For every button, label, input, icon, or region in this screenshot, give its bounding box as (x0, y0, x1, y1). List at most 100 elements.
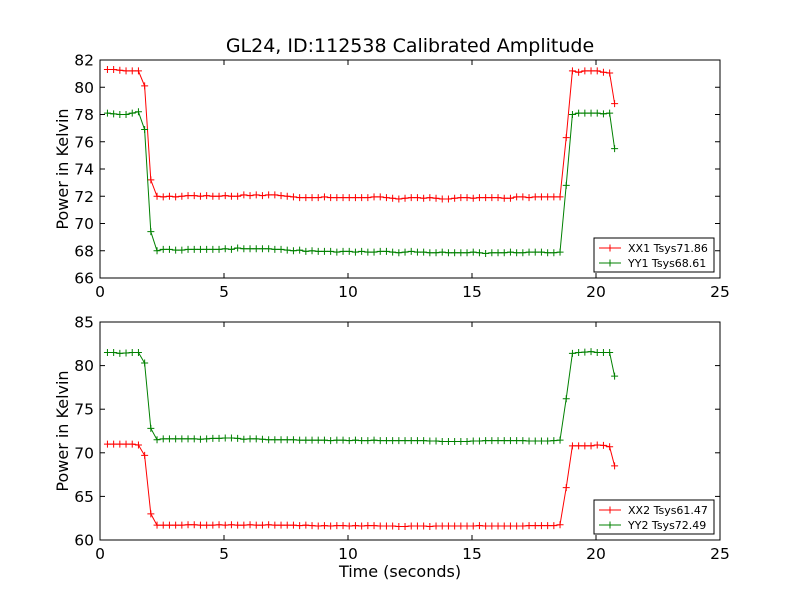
data-point (283, 521, 291, 529)
data-point (537, 193, 545, 201)
data-point (544, 249, 552, 257)
data-point (426, 249, 434, 257)
data-point (370, 522, 378, 530)
data-point (258, 435, 266, 443)
data-point (246, 521, 254, 529)
data-point (395, 522, 403, 530)
data-point (296, 194, 304, 202)
data-point (302, 247, 310, 255)
data-point (141, 451, 149, 459)
data-point (165, 435, 173, 443)
legend-entry: YY1 Tsys68.61 (627, 257, 706, 270)
data-point (351, 436, 359, 444)
data-point (575, 109, 583, 117)
data-point (345, 247, 353, 255)
data-point (240, 191, 248, 199)
data-point (525, 437, 533, 445)
data-point (184, 245, 192, 253)
data-point (469, 437, 477, 445)
data-point (103, 349, 111, 357)
data-point (265, 191, 273, 199)
data-point (413, 248, 421, 256)
data-point (494, 194, 502, 202)
data-point (252, 245, 260, 253)
data-point (178, 521, 186, 529)
data-point (475, 437, 483, 445)
data-point (432, 437, 440, 445)
data-point (370, 193, 378, 201)
data-point (606, 69, 614, 77)
data-point (550, 249, 558, 257)
data-point (611, 145, 619, 153)
data-point (438, 248, 446, 256)
data-point (457, 437, 465, 445)
data-point (401, 248, 409, 256)
data-point (159, 521, 167, 529)
data-point (513, 193, 521, 201)
data-point (568, 111, 576, 118)
data-point (147, 176, 155, 184)
data-point (314, 436, 322, 444)
data-point (215, 245, 223, 253)
data-point (457, 249, 465, 257)
y-tick-label: 60 (74, 532, 94, 550)
data-point (277, 192, 285, 200)
data-point (506, 522, 514, 530)
data-point (432, 249, 440, 257)
data-point (382, 194, 390, 202)
data-point (562, 395, 570, 403)
data-point (258, 192, 266, 200)
data-point (593, 67, 601, 75)
data-point (308, 436, 316, 444)
data-point (426, 522, 434, 530)
data-point (438, 195, 446, 203)
data-point (550, 193, 558, 201)
data-point (172, 521, 180, 529)
x-tick-label: 25 (710, 545, 730, 563)
data-point (500, 522, 508, 530)
data-point (271, 245, 279, 253)
data-point (451, 194, 459, 202)
data-point (575, 442, 583, 450)
y-tick-label: 76 (74, 133, 94, 151)
data-point (593, 109, 601, 117)
legend-entry: XX1 Tsys71.86 (628, 242, 708, 255)
data-point (525, 248, 533, 256)
data-point (413, 437, 421, 445)
data-point (401, 194, 409, 202)
data-point (351, 248, 359, 256)
data-point (525, 194, 533, 202)
data-point (432, 194, 440, 202)
data-point (296, 246, 304, 254)
data-point (463, 249, 471, 257)
data-point (370, 248, 378, 256)
data-point (221, 245, 229, 253)
data-point (172, 193, 180, 201)
data-point (581, 442, 589, 450)
data-point (221, 192, 229, 200)
data-point (513, 522, 521, 530)
data-point (215, 192, 223, 200)
legend-marker (606, 506, 614, 514)
data-point (475, 194, 483, 202)
data-point (401, 522, 409, 530)
data-point (209, 434, 217, 442)
data-point (184, 192, 192, 200)
data-point (606, 443, 614, 451)
data-point (240, 521, 248, 529)
data-point (178, 246, 186, 254)
data-point (265, 245, 273, 253)
y-tick-label: 75 (74, 401, 94, 419)
y-tick-label: 66 (74, 270, 94, 288)
data-point (469, 194, 477, 202)
y-tick-label: 80 (74, 79, 94, 97)
data-point (438, 522, 446, 530)
data-point (537, 522, 545, 530)
data-point (339, 194, 347, 202)
x-axis-label: Time (seconds) (338, 562, 461, 581)
data-point (258, 521, 266, 529)
data-point (506, 437, 514, 445)
data-point (531, 437, 539, 445)
data-point (395, 195, 403, 203)
data-point (519, 249, 527, 257)
